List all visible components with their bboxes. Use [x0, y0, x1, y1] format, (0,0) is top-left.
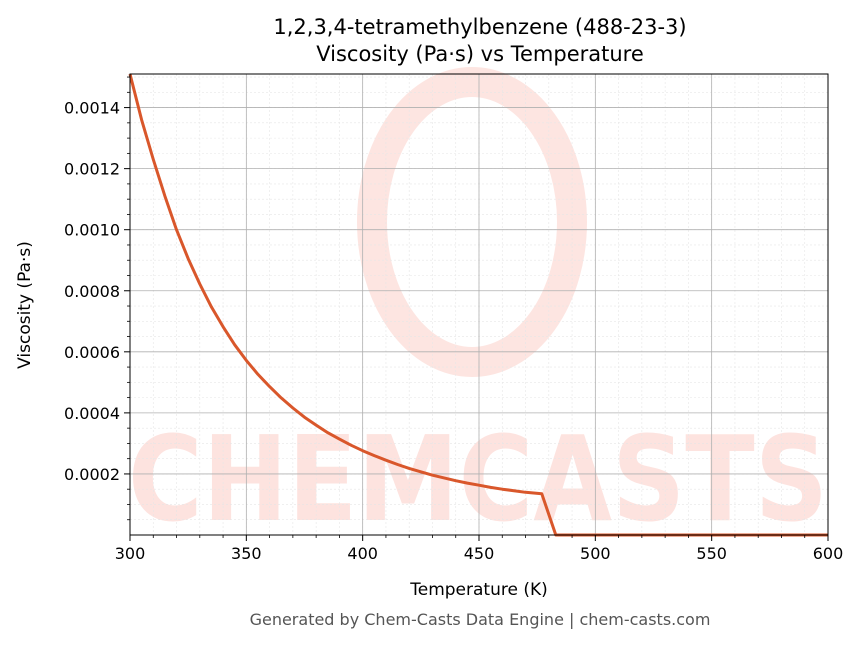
footer-credit: Generated by Chem-Casts Data Engine | ch… [250, 610, 711, 629]
chart-title: 1,2,3,4-tetramethylbenzene (488-23-3) [273, 15, 686, 39]
x-tick-label: 600 [813, 544, 844, 563]
y-axis-ticks: 0.0002 0.0004 0.0006 0.0008 0.0010 0.0012 0.00… [64, 76, 130, 521]
x-tick-label: 300 [115, 544, 146, 563]
x-tick-label: 350 [231, 544, 262, 563]
chemcasts-watermark: CHEMCASTS [128, 67, 828, 548]
y-tick-label: 0.0004 [64, 404, 120, 423]
x-axis-ticks: 300 350 400 450 500 550 600 [115, 535, 844, 563]
viscosity-series-line [128, 73, 828, 537]
y-tick-label: 0.0006 [64, 343, 120, 362]
y-tick-label: 0.0008 [64, 282, 120, 301]
x-tick-label: 400 [347, 544, 378, 563]
x-tick-label: 500 [580, 544, 611, 563]
y-tick-label: 0.0014 [64, 99, 120, 118]
x-tick-label: 550 [696, 544, 727, 563]
x-tick-label: 450 [464, 544, 495, 563]
x-axis-label: Temperature (K) [409, 580, 548, 600]
chart-subtitle: Viscosity (Pa·s) vs Temperature [316, 42, 644, 66]
y-tick-label: 0.0010 [64, 221, 120, 240]
major-grid [129, 74, 829, 535]
series-layer [128, 73, 828, 537]
y-axis-label: Viscosity (Pa·s) [15, 241, 35, 369]
watermark-text: CHEMCASTS [128, 410, 828, 548]
watermark-logo-ring [357, 67, 587, 377]
y-tick-label: 0.0012 [64, 160, 120, 179]
y-tick-label: 0.0002 [64, 465, 120, 484]
